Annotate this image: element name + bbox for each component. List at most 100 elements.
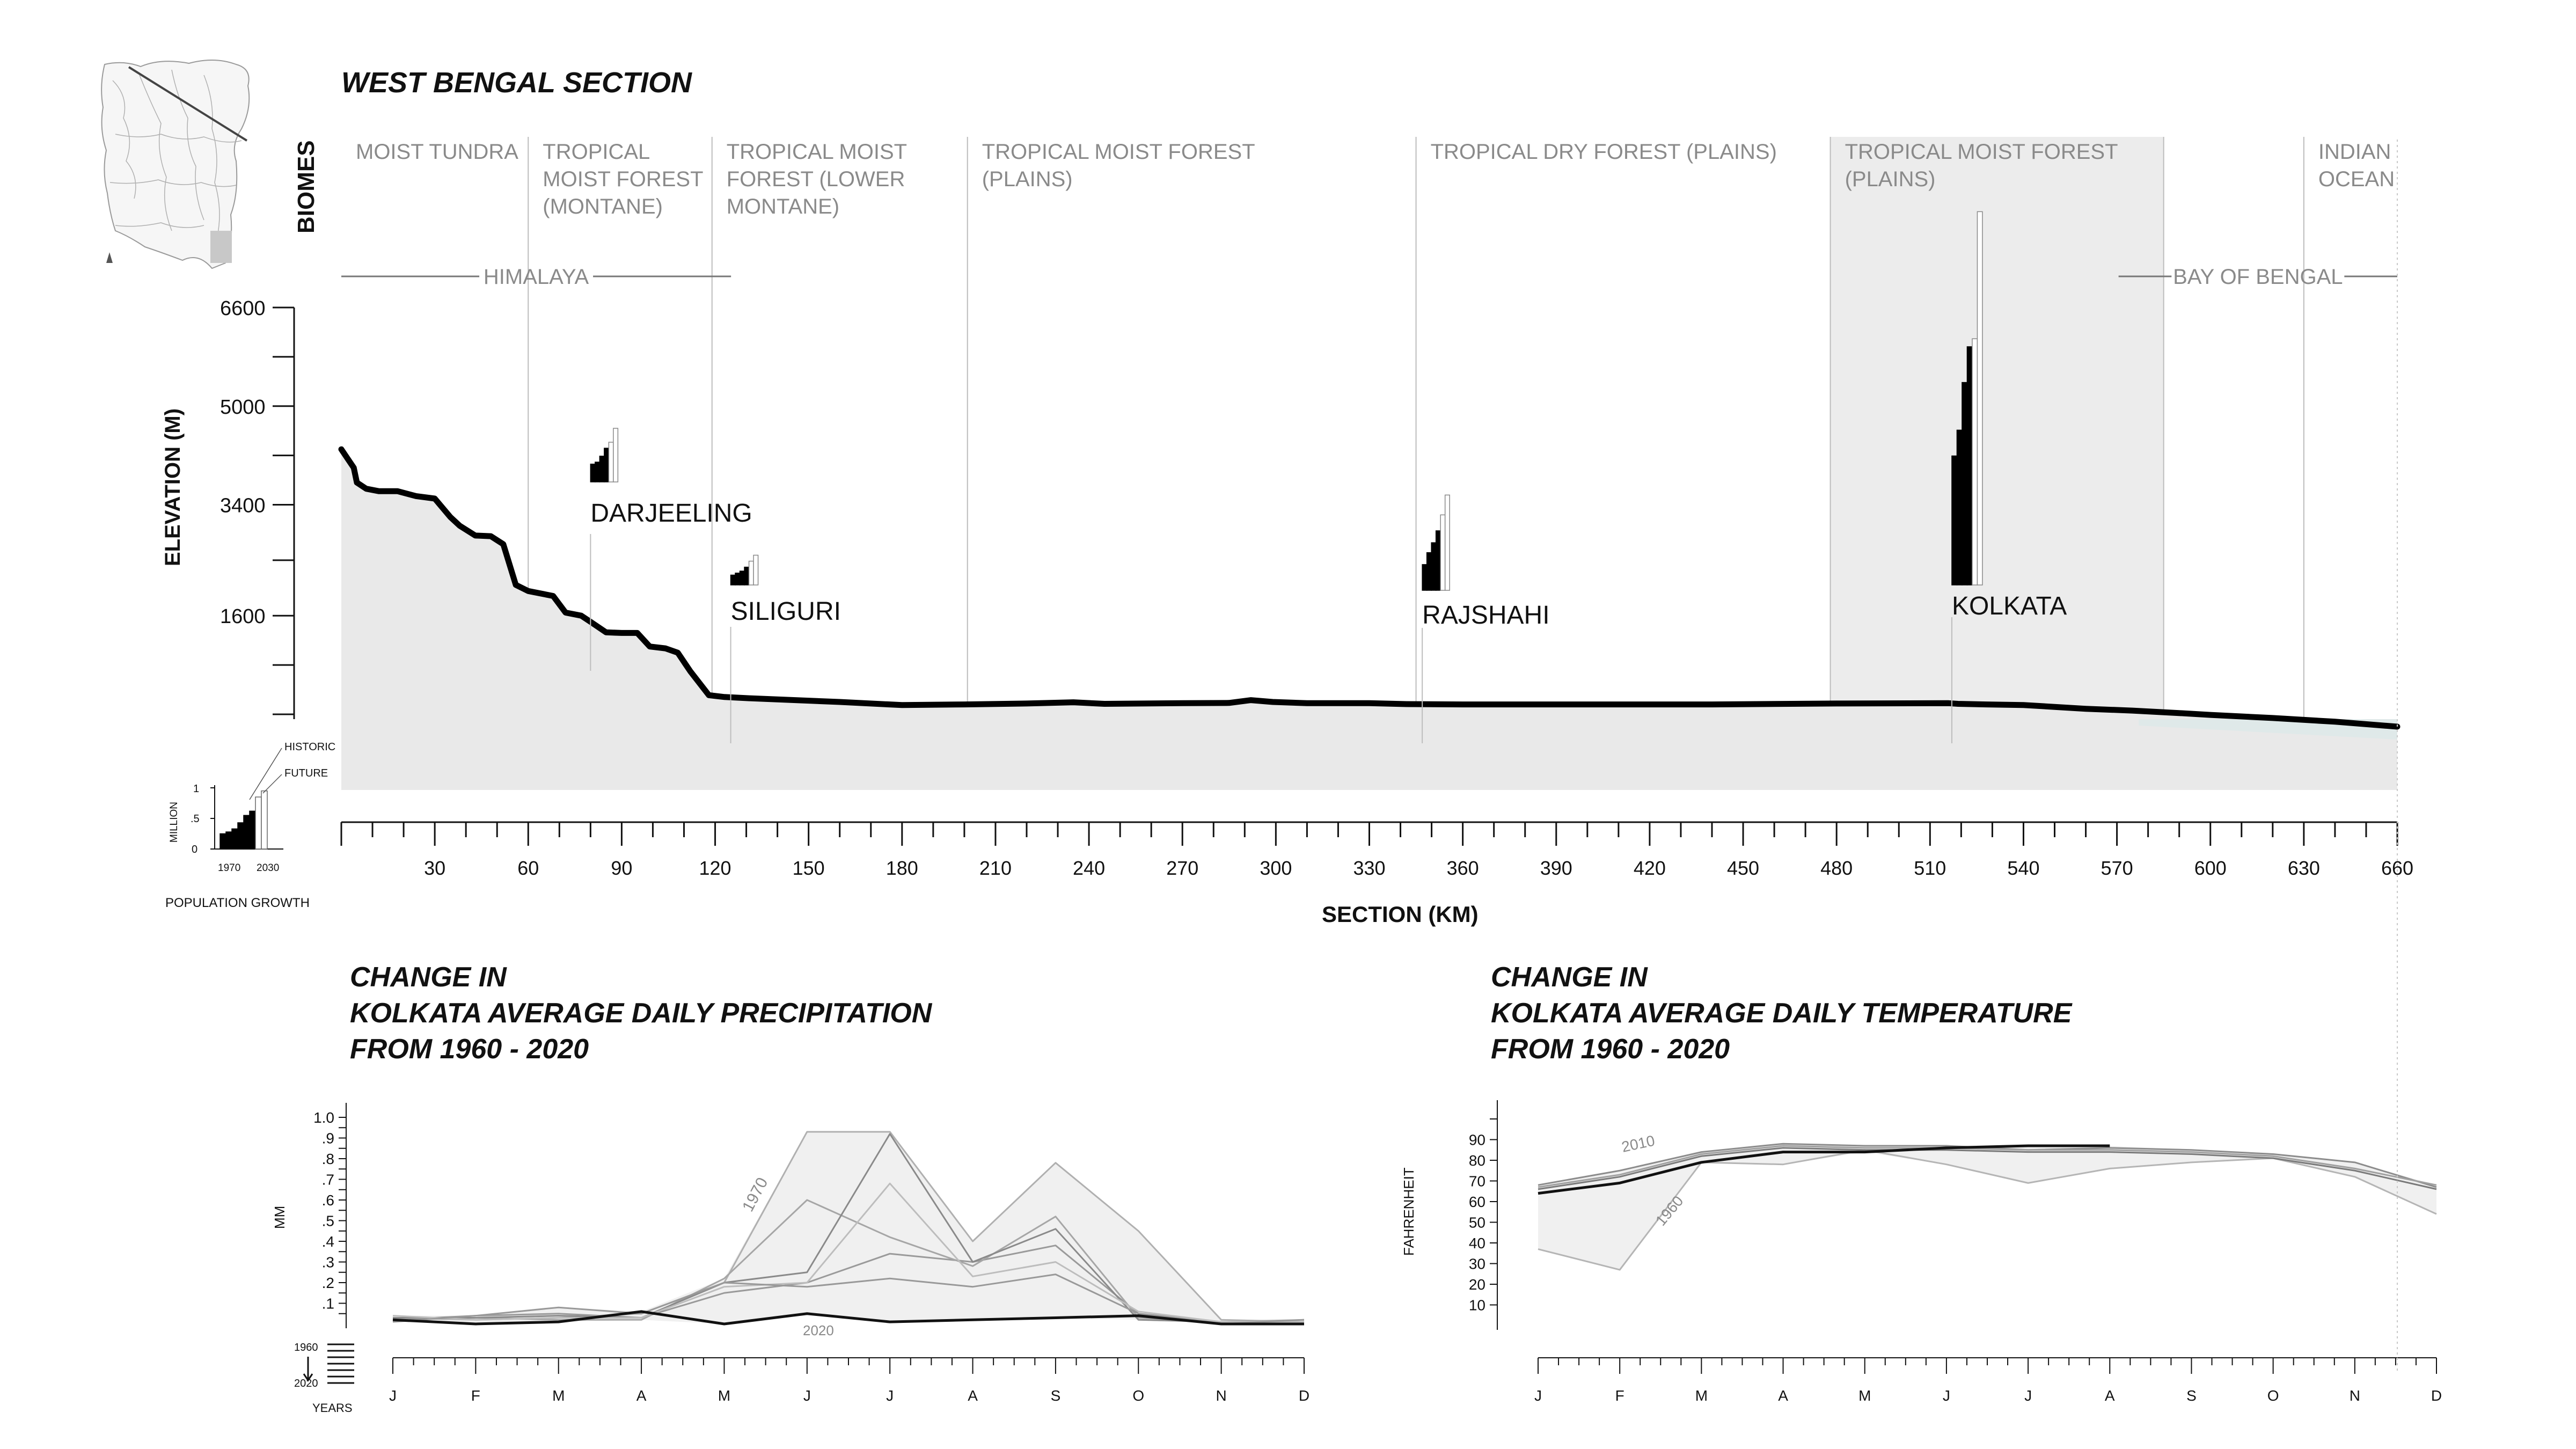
y-tick-label: 30 <box>1469 1256 1485 1272</box>
year-scale-start: 1960 <box>294 1342 318 1353</box>
y-tick-label: .9 <box>322 1130 334 1147</box>
historic-population-bar <box>735 573 741 586</box>
month-label: F <box>471 1387 480 1404</box>
legend-historic-label: HISTORIC <box>284 741 335 753</box>
section-tick-label: 270 <box>1166 857 1198 879</box>
y-tick-label: .3 <box>322 1254 334 1271</box>
section-tick-label: 570 <box>2101 857 2133 879</box>
legend-year-1970: 1970 <box>218 862 240 874</box>
month-label: S <box>1051 1387 1061 1404</box>
month-label: N <box>2350 1387 2360 1404</box>
month-label: M <box>552 1387 565 1404</box>
month-label: J <box>1943 1387 1950 1404</box>
historic-population-bar <box>604 448 610 482</box>
section-tick-label: 540 <box>2007 857 2039 879</box>
historic-population-bar <box>1966 346 1973 586</box>
section-tick-label: 330 <box>1353 857 1385 879</box>
section-tick-label: 90 <box>611 857 632 879</box>
biome-label: TROPICAL MOIST FOREST (LOWER MONTANE) <box>727 140 907 218</box>
future-population-bar <box>1440 514 1446 591</box>
section-tick-label: 120 <box>699 857 731 879</box>
biome-label: TROPICAL MOIST FOREST (PLAINS) <box>1845 140 2118 191</box>
legend-historic-bar <box>249 810 256 850</box>
elevation-tick-label: 1600 <box>220 605 266 628</box>
series-line <box>1538 1144 2110 1195</box>
section-chart <box>338 446 2401 790</box>
month-label: O <box>1132 1387 1144 1404</box>
historic-population-bar <box>1951 455 1958 586</box>
month-label: M <box>718 1387 730 1404</box>
biome-label: TROPICAL DRY FOREST (PLAINS) <box>1431 140 1777 164</box>
temp-title-line-2: KOLKATA AVERAGE DAILY TEMPERATURE <box>1491 998 2073 1029</box>
biome-highlight-band <box>1830 137 2164 716</box>
historic-population-bar <box>599 456 605 482</box>
historic-population-bar <box>739 570 745 586</box>
section-tick-label: 180 <box>886 857 918 879</box>
month-label: A <box>1778 1387 1788 1404</box>
y-tick-label: 60 <box>1469 1194 1485 1210</box>
section-tick-label: 600 <box>2194 857 2227 879</box>
year-scale-label: YEARS <box>312 1401 353 1415</box>
y-tick-label: 1.0 <box>313 1109 334 1126</box>
elevation-axis: 6600 5000 3400 1600 <box>220 297 295 719</box>
biomes-label: BIOMES <box>293 140 319 233</box>
city-population-bars: DARJEELING SILIGURI RAJSHAHI KOLKATA <box>590 211 2067 743</box>
city-label: SILIGURI <box>731 597 841 626</box>
biome-label: INDIAN OCEAN <box>2318 140 2395 191</box>
legend-historic-bar <box>219 833 226 850</box>
month-label: A <box>968 1387 978 1404</box>
future-population-bar <box>1972 338 1978 586</box>
historic-population-bar <box>730 574 736 586</box>
temp-ylabel: FAHRENHEIT <box>1401 1167 1417 1256</box>
temp-annotation-2010: 2010 <box>1620 1132 1656 1155</box>
city-label: RAJSHAHI <box>1422 601 1549 630</box>
future-population-bar <box>1977 211 1983 586</box>
month-label: J <box>803 1387 811 1404</box>
y-tick-label: .5 <box>322 1213 334 1230</box>
section-axis: 30 60 90 120 150 180 210 240 270 300 330 360 390 420 4… <box>340 821 2413 879</box>
year-scale: 1960 2020 YEARS <box>294 1342 354 1415</box>
section-tick-label: 60 <box>517 857 539 879</box>
section-tick-label: 450 <box>1727 857 1759 879</box>
precip-title-line-3: FROM 1960 - 2020 <box>350 1034 589 1065</box>
section-tick-label: 510 <box>1914 857 1946 879</box>
legend-title: POPULATION GROWTH <box>165 896 310 910</box>
biome-bands: MOIST TUNDRA TROPICAL MOIST FOREST (MONTANE… <box>356 137 2395 719</box>
legend-historic-bar <box>231 828 238 850</box>
series-line <box>392 1182 1304 1323</box>
future-population-bar <box>753 554 759 586</box>
legend-year-2030: 2030 <box>257 862 279 874</box>
month-label: S <box>2186 1387 2197 1404</box>
month-label: D <box>1299 1387 1309 1404</box>
city-label: DARJEELING <box>590 499 752 528</box>
legend-historic-bar <box>243 815 250 850</box>
month-label: M <box>1695 1387 1708 1404</box>
section-tick-label: 240 <box>1073 857 1105 879</box>
section-axis-label: SECTION (KM) <box>1322 902 1479 927</box>
series-line <box>392 1310 1304 1326</box>
y-tick-label: 70 <box>1469 1173 1485 1190</box>
month-label: J <box>2024 1387 2032 1404</box>
y-tick-label: 40 <box>1469 1235 1485 1252</box>
precip-title-line-1: CHANGE IN <box>350 962 507 993</box>
series-line <box>1538 1145 2437 1188</box>
year-scale-end: 2020 <box>294 1378 318 1389</box>
biome-label: TROPICAL MOIST FOREST (MONTANE) <box>543 140 703 218</box>
y-tick-label: 80 <box>1469 1152 1485 1169</box>
biome-label: TROPICAL MOIST FOREST (PLAINS) <box>982 140 1255 191</box>
month-label: J <box>1534 1387 1542 1404</box>
elevation-tick-label: 6600 <box>220 297 266 320</box>
legend-tick-half: .5 <box>191 813 200 825</box>
series-line <box>1538 1149 2437 1271</box>
historic-population-bar <box>1426 552 1432 591</box>
future-population-bar <box>1444 494 1450 591</box>
region-label: BAY OF BENGAL <box>2173 265 2343 289</box>
section-tick-label: 360 <box>1447 857 1479 879</box>
future-population-bar <box>748 560 754 586</box>
legend-future-bar <box>255 796 262 850</box>
future-population-bar <box>608 442 614 482</box>
elevation-tick-label: 5000 <box>220 396 266 419</box>
section-tick-label: 630 <box>2288 857 2320 879</box>
future-population-bar <box>613 428 619 482</box>
